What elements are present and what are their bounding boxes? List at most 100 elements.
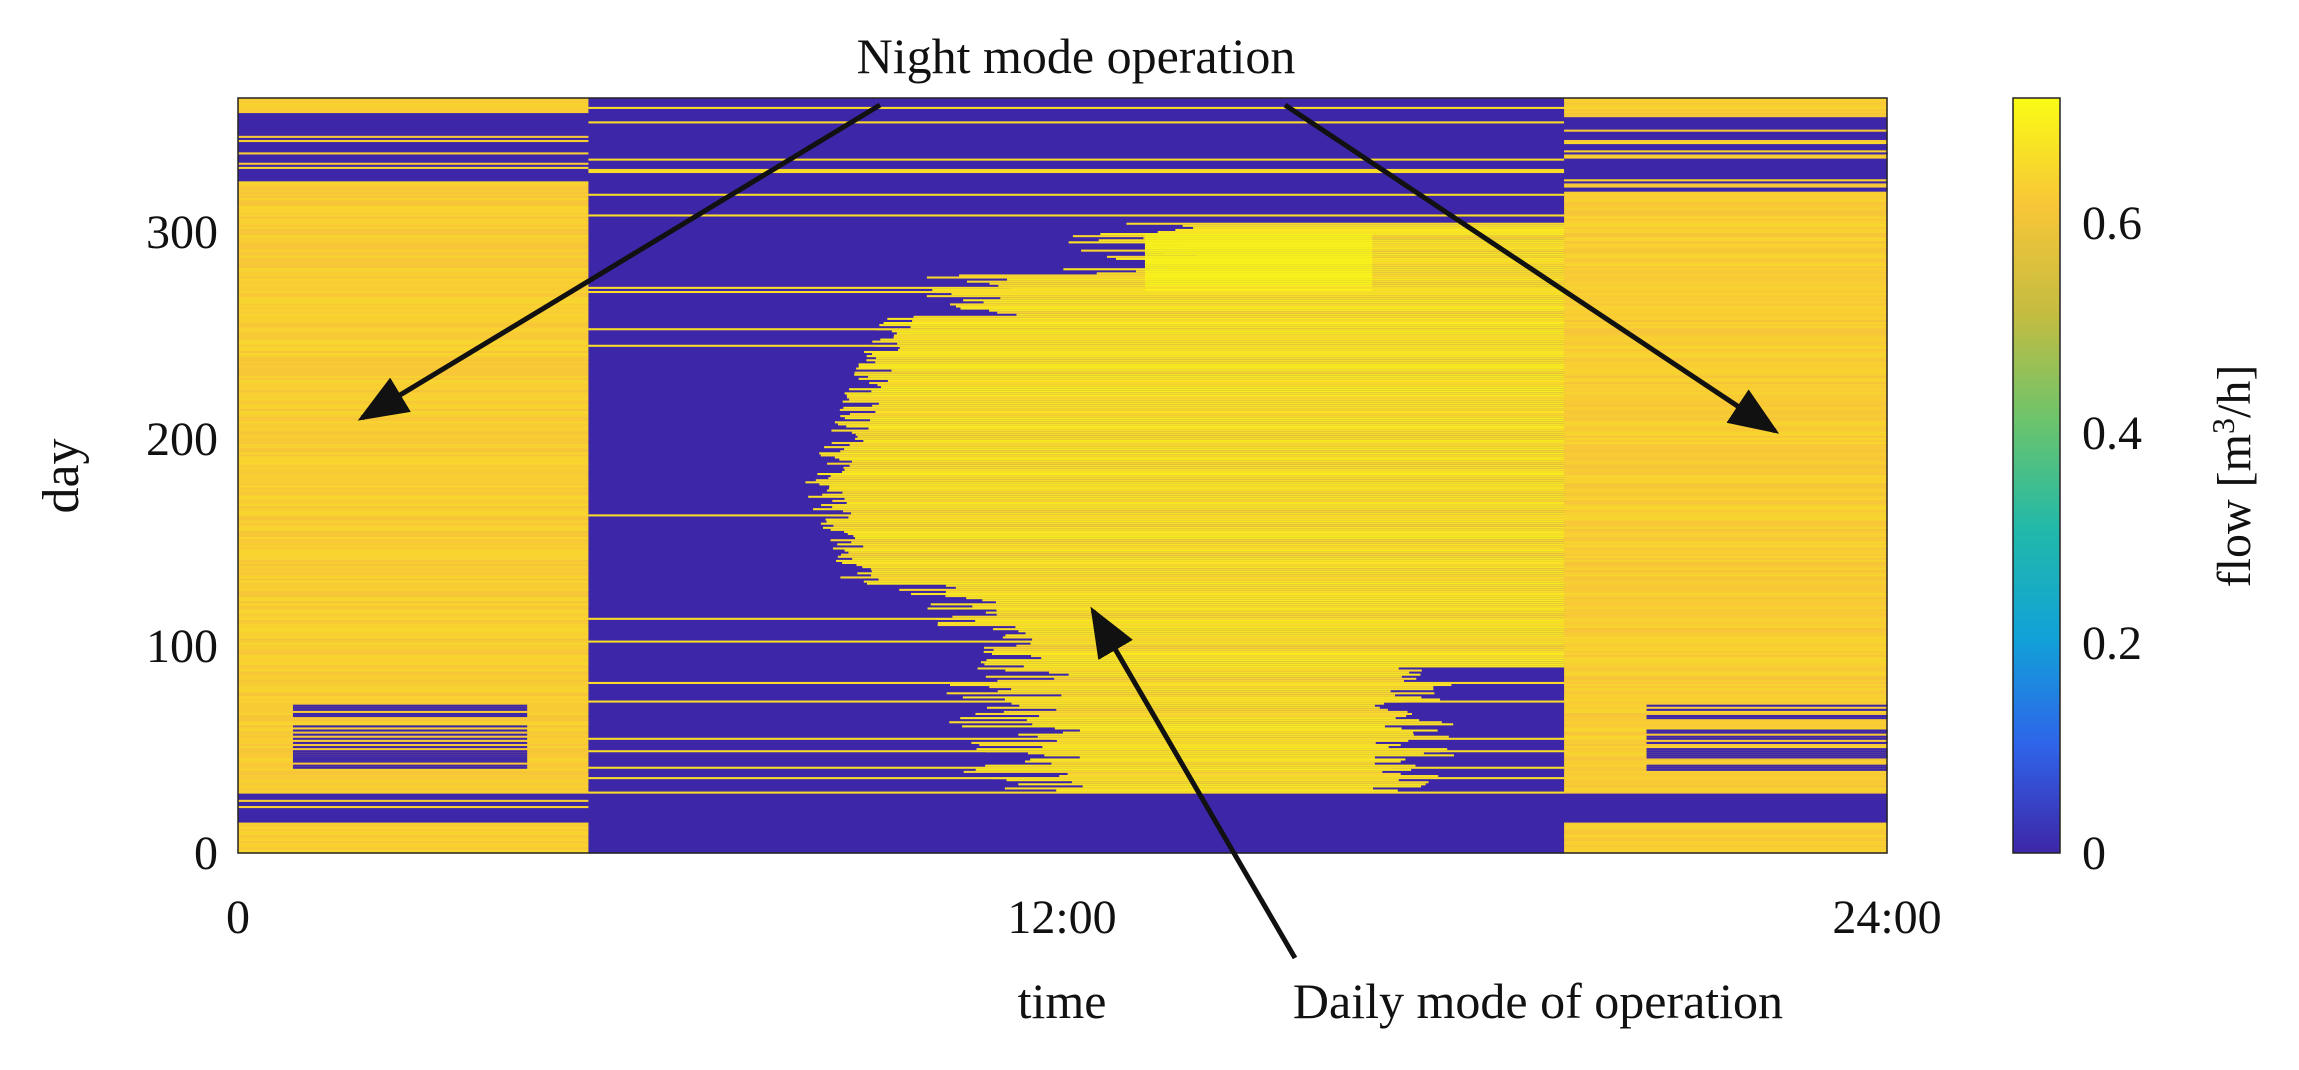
heatmap-cell — [992, 627, 1565, 631]
heatmap-cell — [1564, 155, 1888, 159]
heatmap-cell — [588, 821, 1565, 825]
heatmap-cell — [1564, 352, 1888, 356]
colorbar-gradient — [2012, 97, 2061, 854]
heatmap-cell — [238, 710, 590, 713]
heatmap-cell — [926, 294, 1565, 298]
heatmap-cell — [977, 666, 1399, 670]
heatmap-cell — [844, 391, 1565, 395]
heatmap-cell — [1564, 389, 1888, 393]
heatmap-cell — [238, 298, 590, 302]
heatmap-cell — [588, 801, 1565, 804]
heatmap-cell — [238, 402, 590, 405]
heatmap-cell — [1564, 803, 1888, 807]
heatmap-cell — [238, 476, 590, 480]
heatmap-cell — [1564, 819, 1888, 823]
heatmap-cell — [1564, 538, 1888, 542]
heatmap-cell — [1564, 495, 1888, 498]
heatmap-cell — [887, 317, 1565, 320]
heatmap-cell — [1564, 668, 1888, 672]
heatmap-cell — [588, 834, 1565, 838]
heatmap-cell — [897, 342, 1565, 345]
heatmap-cell — [1564, 499, 1888, 502]
heatmap-cell — [238, 656, 590, 660]
heatmap-cell — [833, 546, 1565, 550]
heatmap-cell — [817, 472, 1565, 476]
heatmap-cell — [1564, 472, 1888, 476]
heatmap-cell — [238, 255, 590, 258]
heatmap-cell — [844, 548, 1565, 552]
heatmap-cell — [588, 133, 1565, 136]
heatmap-cell — [1564, 251, 1888, 254]
heatmap-cell — [1019, 704, 1375, 707]
heatmap-cell — [1646, 728, 1888, 732]
heatmap-cell — [1564, 408, 1888, 411]
heatmap-cell — [238, 151, 590, 155]
heatmap-cell — [238, 261, 590, 265]
heatmap-cell — [1564, 189, 1888, 192]
heatmap-cell — [238, 135, 590, 138]
heatmap-cell — [1564, 404, 1888, 407]
heatmap-cell — [1144, 240, 1373, 244]
heatmap-cell — [1564, 133, 1888, 136]
heatmap-cell — [1564, 282, 1888, 285]
heatmap-cell — [238, 579, 590, 583]
heatmap-cell — [238, 470, 590, 473]
heatmap-cell — [238, 420, 590, 424]
heatmap-cell — [238, 160, 590, 163]
heatmap-cell — [1564, 162, 1888, 165]
heatmap-cell — [238, 340, 590, 343]
heatmap-cell — [1564, 464, 1888, 467]
heatmap-cell — [238, 619, 590, 622]
heatmap-cell — [844, 497, 1565, 500]
heatmap-cell — [1646, 741, 1888, 744]
heatmap-cell — [1016, 313, 1565, 316]
heatmap-cell — [238, 838, 590, 842]
heatmap-cell — [588, 114, 1565, 118]
heatmap-cell — [588, 737, 1565, 740]
heatmap-cell — [588, 238, 1565, 242]
heatmap-cell — [238, 482, 590, 486]
heatmap-cell — [1564, 627, 1888, 631]
heatmap-cell — [588, 193, 1565, 196]
heatmap-cell — [1564, 693, 1888, 697]
heatmap-cell — [1564, 691, 1888, 695]
heatmap-cell — [238, 414, 590, 418]
heatmap-cell — [588, 222, 1565, 225]
heatmap-cell — [989, 685, 1434, 689]
heatmap-cell — [950, 683, 1452, 687]
heatmap-cell — [238, 534, 590, 538]
heatmap-cell — [238, 670, 590, 674]
heatmap-cell — [1564, 482, 1888, 486]
heatmap-cell — [813, 507, 1565, 511]
heatmap-cell — [1564, 646, 1888, 649]
heatmap-cell — [1564, 809, 1888, 813]
heatmap-cell — [238, 491, 590, 494]
heatmap-cell — [1182, 242, 1565, 246]
heatmap-cell — [1564, 437, 1888, 440]
heatmap-cell — [588, 838, 1565, 842]
heatmap-cell — [854, 373, 1565, 376]
colorbar-tick-label: 0.4 — [2082, 407, 2142, 460]
heatmap-cell — [1564, 439, 1888, 442]
heatmap-cell — [238, 718, 590, 722]
heatmap-cell — [238, 501, 590, 505]
heatmap-cell — [238, 772, 590, 775]
heatmap-cell — [238, 333, 590, 337]
heatmap-cell — [1564, 786, 1888, 790]
heatmap-cell — [831, 428, 1565, 432]
heatmap-cell — [588, 830, 1565, 833]
heatmap-cell — [1564, 240, 1888, 244]
heatmap-cell — [1564, 526, 1888, 529]
heatmap-cell — [1197, 253, 1565, 256]
heatmap-cell — [588, 197, 1565, 200]
heatmap-cell — [588, 242, 1565, 246]
heatmap-cell — [1564, 319, 1888, 322]
heatmap-cell — [238, 588, 590, 591]
heatmap-cell — [849, 464, 1565, 467]
heatmap-cell — [819, 482, 1565, 486]
heatmap-cell — [238, 344, 590, 347]
heatmap-cell — [238, 702, 590, 705]
heatmap-cell — [1564, 712, 1888, 716]
heatmap-cell — [1646, 730, 1888, 734]
heatmap-cell — [1564, 524, 1888, 527]
